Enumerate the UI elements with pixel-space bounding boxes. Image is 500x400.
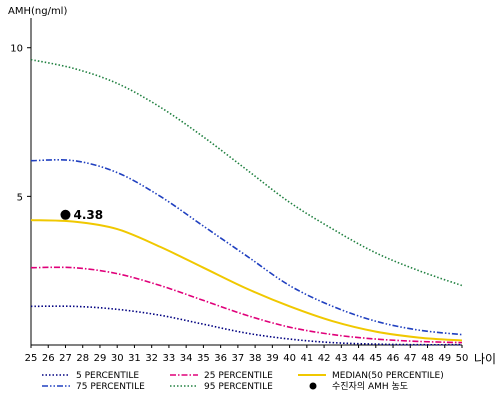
x-tick-label: 33 [163,353,176,364]
x-tick-label: 28 [76,353,89,364]
x-tick-label: 27 [59,353,72,364]
x-tick-label: 43 [335,353,348,364]
x-tick-label: 42 [318,353,331,364]
x-ticks: 25 26 27 28 29 30 31 32 33 34 35 36 37 38 39 40 41 42 43 44… [25,345,469,364]
legend-label: 75 PERCENTILE [76,382,145,392]
x-tick-label: 36 [214,353,227,364]
x-tick-label: 34 [180,353,193,364]
series-line-3 [30,159,463,336]
legend-point-marker [309,382,317,390]
legend-label: 25 PERCENTILE [204,371,273,381]
series-line-4 [30,58,463,287]
x-tick-label: 50 [456,353,469,364]
x-tick-label: 46 [387,353,400,364]
y-axis-title: AMH(ng/ml) [8,6,67,17]
series-line-1 [30,266,463,344]
series-lines [30,58,463,346]
x-tick-label: 38 [249,353,262,364]
legend-label: 5 PERCENTILE [76,371,139,381]
y-tick-label: 5 [17,192,23,203]
x-tick-label: 30 [111,353,124,364]
x-tick-label: 44 [352,353,365,364]
x-tick-label: 37 [232,353,245,364]
x-tick-label: 49 [438,353,451,364]
legend-point-label: 수진자의 AMH 농도 [332,381,408,392]
y-ticks: 5 10 [10,44,31,203]
patient-amh-point [60,209,71,220]
patient-amh-label: 4.38 [73,208,103,222]
legend-label: MEDIAN(50 PERCENTILE) [332,371,444,381]
x-tick-label: 29 [94,353,107,364]
x-tick-label: 48 [421,353,434,364]
legend: 5 PERCENTILE 25 PERCENTILE MEDIAN(50 PERCE… [42,371,444,392]
x-tick-label: 41 [300,353,313,364]
series-line-0 [30,305,463,346]
x-tick-label: 31 [128,353,141,364]
patient-point-group: 4.38 [60,208,103,222]
x-tick-label: 35 [197,353,210,364]
x-axis-title: 나이 [474,352,496,366]
y-tick-label: 10 [10,44,23,55]
x-tick-label: 39 [266,353,279,364]
x-tick-label: 47 [404,353,417,364]
series-line-2 [30,219,463,342]
x-tick-label: 32 [145,353,158,364]
x-tick-label: 26 [42,353,55,364]
x-tick-label: 25 [25,353,38,364]
x-tick-label: 45 [369,353,382,364]
legend-label: 95 PERCENTILE [204,382,273,392]
x-tick-label: 40 [283,353,296,364]
